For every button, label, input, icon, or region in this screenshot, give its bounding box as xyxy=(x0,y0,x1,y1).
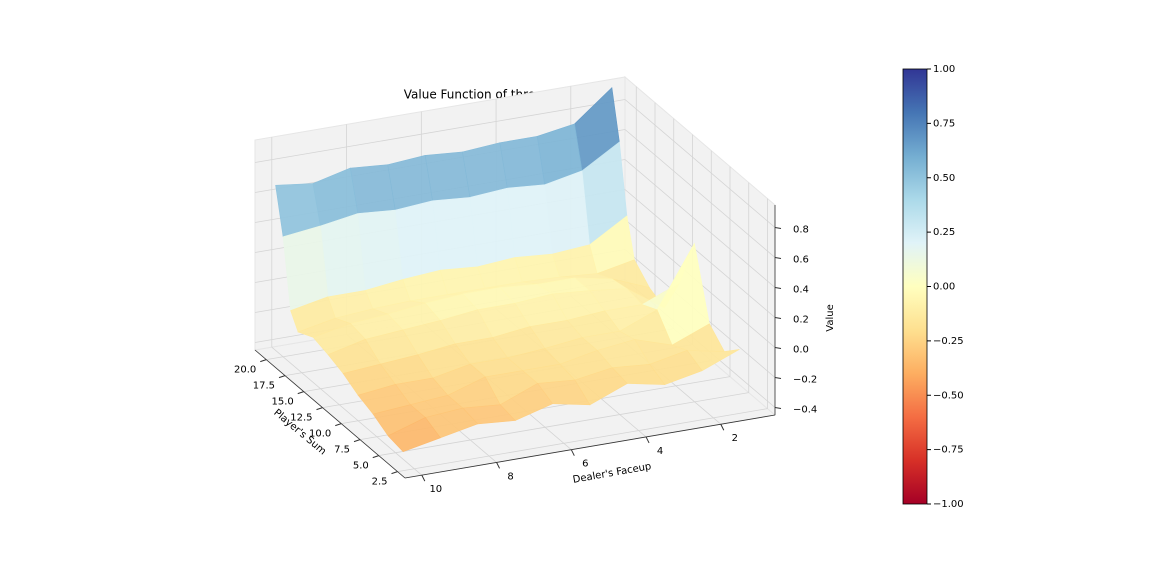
colorbar-tick-label: 0.00 xyxy=(933,282,955,293)
surface-patch xyxy=(469,187,516,268)
z-tick xyxy=(774,257,782,259)
colorbar-tick-label: 0.50 xyxy=(933,173,955,184)
axis-line xyxy=(404,414,776,479)
y-tick xyxy=(372,455,379,459)
z-tick-label: 0.4 xyxy=(793,285,809,296)
z-tick-label: 0.8 xyxy=(793,225,809,236)
x-tick xyxy=(645,436,650,444)
y-tick-label: 20.0 xyxy=(234,365,256,376)
colorbar-tick-label: −0.50 xyxy=(933,390,964,401)
y-tick-label: 17.5 xyxy=(253,381,275,392)
y-tick-label: 2.5 xyxy=(372,477,388,488)
y-tick-label: 12.5 xyxy=(290,413,312,424)
grid-line xyxy=(378,392,749,456)
x-tick-label: 10 xyxy=(429,484,442,495)
x-tick xyxy=(570,449,575,456)
y-tick-label: 7.5 xyxy=(334,445,350,456)
y-tick xyxy=(353,439,361,443)
x-tick xyxy=(720,424,725,431)
x-tick xyxy=(421,474,426,482)
y-tick xyxy=(278,375,286,379)
y-tick xyxy=(335,423,342,427)
surface-patch xyxy=(499,135,546,189)
surface-patch xyxy=(544,170,590,255)
surface-patch xyxy=(282,225,329,312)
surface-patch xyxy=(506,184,553,258)
z-axis-label: Value xyxy=(825,304,836,331)
y-tick xyxy=(316,407,323,411)
z-tick xyxy=(774,227,782,229)
surface-patch xyxy=(357,209,404,291)
surface-patch xyxy=(432,197,478,271)
grid-line xyxy=(254,99,626,163)
surface-patch xyxy=(462,142,508,198)
z-tick-label: 0.2 xyxy=(793,315,809,326)
grid-line xyxy=(624,189,776,318)
surface-patch xyxy=(349,164,396,214)
x-tick-label: 2 xyxy=(732,433,738,444)
x-tick-label: 6 xyxy=(582,459,588,470)
axis-line xyxy=(254,349,406,479)
x-tick xyxy=(496,462,501,469)
surface-patch xyxy=(387,417,441,452)
surface-patch xyxy=(320,213,366,298)
y-tick xyxy=(297,391,304,395)
y-tick xyxy=(391,471,398,475)
y-tick-label: 5.0 xyxy=(353,461,369,472)
z-tick-label: −0.2 xyxy=(793,375,817,386)
grid-line xyxy=(624,99,776,228)
grid-line xyxy=(624,159,776,288)
z-tick xyxy=(774,287,782,289)
colorbar-tick-label: 0.25 xyxy=(933,227,955,238)
x-tick-label: 4 xyxy=(657,446,663,457)
colorbar-tick-label: 1.00 xyxy=(933,64,955,75)
grid-line xyxy=(271,346,423,476)
colorbar xyxy=(902,68,928,505)
colorbar-tick-label: −1.00 xyxy=(933,499,964,510)
z-tick-label: 0.6 xyxy=(793,255,809,266)
z-tick-label: 0.0 xyxy=(793,345,809,356)
y-tick-label: 10.0 xyxy=(309,429,331,440)
surface-patch xyxy=(424,151,471,202)
x-tick-label: 8 xyxy=(507,471,513,482)
z-tick-label: −0.4 xyxy=(793,405,817,416)
z-tick xyxy=(774,407,782,409)
surface-patch xyxy=(387,155,433,211)
grid-line xyxy=(624,129,776,258)
colorbar-tick-label: −0.75 xyxy=(933,445,964,456)
y-tick xyxy=(260,359,267,363)
z-tick xyxy=(774,347,782,349)
grid-line xyxy=(397,408,768,472)
z-tick xyxy=(774,317,782,319)
colorbar-tick-label: 0.75 xyxy=(933,118,955,129)
colorbar-tick-label: −0.25 xyxy=(933,336,964,347)
z-tick xyxy=(774,377,782,379)
surface-patch xyxy=(394,200,441,280)
y-tick-label: 15.0 xyxy=(271,397,293,408)
